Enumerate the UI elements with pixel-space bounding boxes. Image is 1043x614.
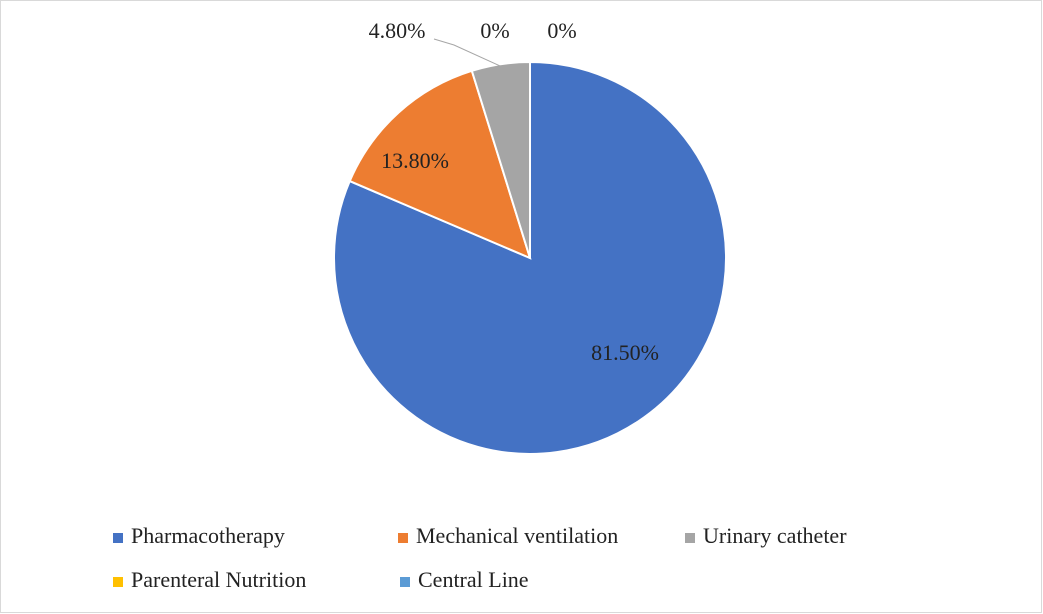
legend-label: Pharmacotherapy xyxy=(131,523,285,548)
data-label: 4.80% xyxy=(369,18,426,43)
legend-swatch xyxy=(400,577,410,587)
data-label: 0% xyxy=(480,18,509,43)
legend-label: Central Line xyxy=(418,567,529,592)
legend-swatch xyxy=(113,577,123,587)
legend-swatch xyxy=(113,533,123,543)
data-label: 81.50% xyxy=(591,340,659,365)
pie-slice xyxy=(470,60,531,259)
data-label: 13.80% xyxy=(381,148,449,173)
legend-label: Urinary catheter xyxy=(703,523,847,548)
data-label: 0% xyxy=(547,18,576,43)
legend-label: Parenteral Nutrition xyxy=(131,567,306,592)
legend-label: Mechanical ventilation xyxy=(416,523,618,548)
pie-slice xyxy=(348,69,532,260)
legend-swatch xyxy=(398,533,408,543)
legend-swatch xyxy=(685,533,695,543)
leader-line xyxy=(433,38,501,67)
